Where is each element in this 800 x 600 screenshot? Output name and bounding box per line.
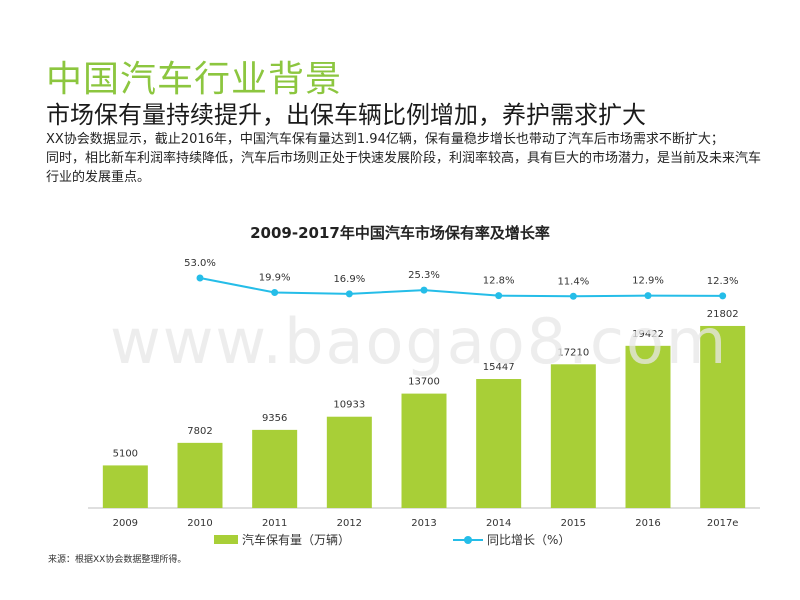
x-tick-label: 2016 (635, 518, 660, 529)
paragraph: XX协会数据显示，截止2016年，中国汽车保有量达到1.94亿辆，保有量稳步增长… (46, 132, 724, 147)
bar-value-label: 15447 (483, 362, 515, 373)
bar-value-label: 17210 (557, 347, 589, 358)
growth-point (719, 292, 727, 300)
growth-value-label: 12.9% (632, 276, 664, 287)
growth-point (271, 289, 279, 297)
bar (550, 364, 596, 508)
growth-value-label: 19.9% (259, 273, 291, 284)
bar-value-label: 21802 (707, 309, 739, 320)
bar-value-label: 13700 (408, 377, 440, 388)
bar-value-label: 5100 (113, 448, 138, 459)
growth-point (644, 292, 652, 300)
x-tick-label: 2010 (187, 518, 212, 529)
body-text: XX协会数据显示，截止2016年，中国汽车保有量达到1.94亿辆，保有量稳步增长… (46, 130, 766, 187)
bar-value-label: 10933 (333, 400, 365, 411)
growth-value-label: 11.4% (557, 276, 589, 287)
legend-bar-swatch (214, 535, 238, 544)
x-tick-label: 2009 (113, 518, 138, 529)
bar (102, 465, 148, 508)
growth-point (345, 290, 353, 298)
growth-value-label: 53.0% (184, 258, 216, 269)
legend-item-line: 同比增长（%） (453, 531, 570, 548)
growth-value-label: 25.3% (408, 270, 440, 281)
growth-line (199, 277, 723, 298)
x-tick-label: 2011 (262, 518, 287, 529)
legend: 汽车保有量（万辆） 同比增长（%） (0, 531, 800, 547)
legend-bar-label: 汽车保有量（万辆） (242, 533, 351, 547)
growth-value-label: 12.8% (483, 276, 515, 287)
bar (700, 325, 746, 508)
bar-value-label: 7802 (187, 426, 212, 437)
bar (326, 416, 372, 508)
page-subtitle: 市场保有量持续提升，出保车辆比例增加，养护需求扩大 (46, 101, 646, 129)
chart-title: 2009-2017年中国汽车市场保有率及增长率 (250, 224, 550, 242)
growth-point (420, 286, 428, 294)
growth-point (569, 292, 577, 300)
bar (476, 379, 522, 508)
paragraph: 同时，相比新车利润率持续降低，汽车后市场则正处于快速发展阶段，利润率较高，具有巨… (46, 151, 762, 185)
growth-value-label: 12.3% (707, 276, 739, 287)
legend-item-bar: 汽车保有量（万辆） (214, 531, 350, 548)
bar (252, 429, 298, 508)
bar (401, 393, 447, 508)
legend-line-label: 同比增长（%） (487, 533, 571, 547)
growth-point (196, 274, 204, 282)
bar (625, 345, 671, 508)
page-title: 中国汽车行业背景 (46, 59, 343, 100)
growth-point (495, 292, 503, 300)
bar-value-label: 19422 (632, 329, 664, 340)
x-tick-label: 2012 (337, 518, 362, 529)
source-note: 来源：根据XX协会数据整理所得。 (48, 555, 187, 565)
bar (177, 442, 223, 508)
bar-value-label: 9356 (262, 413, 287, 424)
legend-line-swatch (453, 535, 483, 544)
x-tick-label: 2017e (707, 518, 739, 529)
growth-value-label: 16.9% (333, 274, 365, 285)
x-tick-label: 2013 (411, 518, 436, 529)
x-tick-label: 2015 (561, 518, 586, 529)
x-tick-label: 2014 (486, 518, 511, 529)
